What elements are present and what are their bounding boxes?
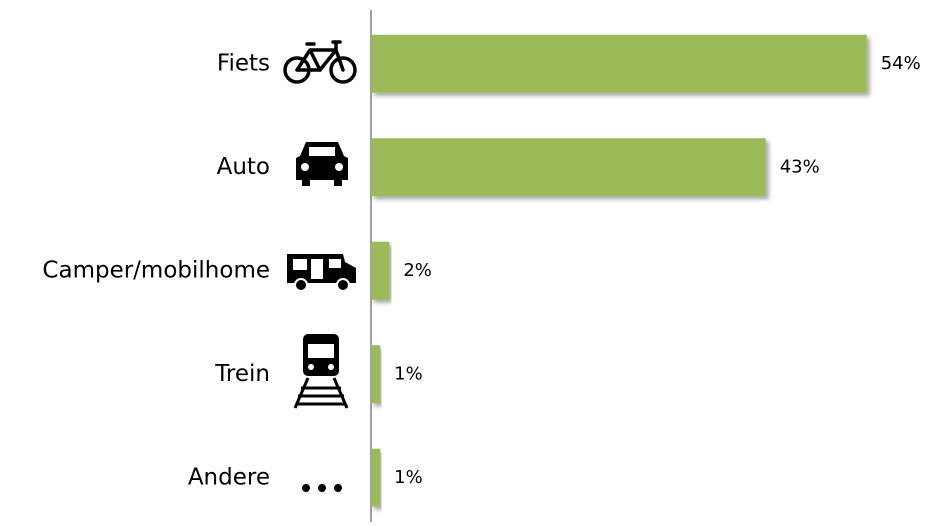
car-icon	[296, 142, 348, 186]
camper-icon	[287, 254, 356, 292]
value-label: 1%	[394, 467, 423, 488]
dots-icon	[302, 484, 342, 492]
category-label: Fiets	[217, 50, 270, 76]
value-label: 54%	[881, 53, 921, 74]
bar	[371, 34, 867, 93]
bar	[371, 138, 766, 197]
bar	[371, 448, 381, 507]
category-label: Trein	[214, 361, 270, 387]
bike-icon	[283, 40, 357, 84]
bar	[371, 345, 381, 404]
train-icon	[293, 334, 349, 409]
value-label: 2%	[403, 260, 432, 281]
category-label: Auto	[217, 154, 270, 180]
category-label: Camper/mobilhome	[42, 257, 270, 283]
value-label: 43%	[780, 156, 820, 177]
category-label: Andere	[188, 464, 270, 490]
value-label: 1%	[394, 363, 423, 384]
bar	[371, 241, 390, 300]
